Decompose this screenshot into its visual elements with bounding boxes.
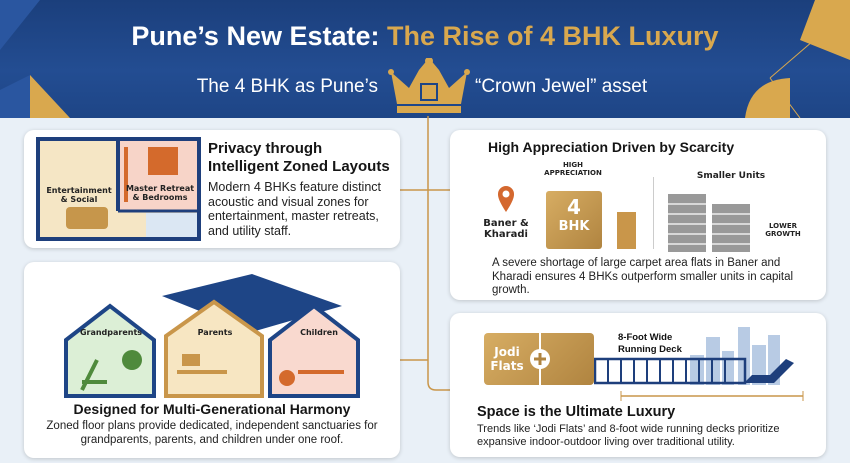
- privacy-title: Privacy through Intelligent Zoned Layouts: [208, 140, 396, 176]
- subtitle-left: The 4 BHK as Pune’s: [196, 76, 378, 97]
- block-number: 4: [567, 195, 581, 219]
- privacy-title-line2: Intelligent Zoned Layouts: [208, 158, 390, 175]
- divider: [653, 177, 654, 249]
- title-white: Pune’s New Estate:: [131, 21, 380, 51]
- privacy-title-line1: Privacy through: [208, 140, 323, 157]
- lower-growth-label: LOWER GROWTH: [765, 222, 801, 238]
- plus-icon: [530, 349, 550, 369]
- header-banner: Pune’s New Estate: The Rise of 4 BHK Lux…: [0, 0, 850, 118]
- multigen-card: Grandparents Parents Children Designed f…: [24, 262, 400, 458]
- space-card: Jodi Flats 8-Foot Wide Running Deck Spac…: [450, 313, 826, 457]
- crown-icon: [388, 58, 470, 113]
- space-body: Trends like ‘Jodi Flats’ and 8-foot wide…: [477, 423, 780, 448]
- jodi-flats-label: Jodi Flats: [490, 345, 524, 373]
- zone-master: Master Retreat & Bedrooms: [125, 184, 195, 202]
- floor-plan-illustration: [36, 137, 201, 241]
- space-text: Space is the Ultimate Luxury Trends like…: [477, 404, 819, 448]
- small-bar: [617, 212, 636, 249]
- 4bhk-block: 4 BHK: [546, 191, 602, 249]
- width-measure-line: [620, 391, 804, 401]
- multigen-body: Zoned floor plans provide dedicated, ind…: [46, 420, 378, 446]
- stacked-units-icon: [668, 194, 750, 252]
- houses-illustration: [64, 274, 360, 398]
- deck-label: 8-Foot Wide Running Deck: [618, 332, 682, 355]
- privacy-body: Modern 4 BHKs feature distinct acoustic …: [208, 180, 381, 238]
- page-title: Pune’s New Estate: The Rise of 4 BHK Lux…: [0, 20, 850, 52]
- scarcity-body: A severe shortage of large carpet area f…: [492, 257, 794, 296]
- privacy-card: Entertainment & Social Master Retreat & …: [24, 130, 400, 248]
- location-label: Baner & Kharadi: [483, 218, 529, 240]
- decorative-shapes: [0, 0, 850, 118]
- title-gold: The Rise of 4 BHK Luxury: [387, 21, 719, 51]
- block-unit: BHK: [558, 219, 590, 234]
- high-appreciation-label: HIGH APPRECIATION: [544, 161, 602, 177]
- privacy-text: Privacy through Intelligent Zoned Layouts…: [208, 140, 396, 238]
- scarcity-title: High Appreciation Driven by Scarcity: [488, 139, 735, 155]
- house-label-children: Children: [300, 328, 338, 337]
- space-title: Space is the Ultimate Luxury: [477, 404, 676, 420]
- scarcity-card: High Appreciation Driven by Scarcity Ban…: [450, 130, 826, 300]
- zone-entertainment: Entertainment & Social: [46, 186, 112, 204]
- running-deck-illustration: [594, 357, 794, 385]
- location-pin-icon: [498, 186, 514, 212]
- smaller-units-label: Smaller Units: [696, 171, 766, 181]
- subtitle-right: “Crown Jewel” asset: [475, 76, 648, 97]
- house-label-parents: Parents: [197, 328, 233, 337]
- multigen-text: Designed for Multi-Generational Harmony …: [34, 401, 390, 447]
- house-label-grandparents: Grandparents: [79, 328, 143, 337]
- multigen-title: Designed for Multi-Generational Harmony: [73, 401, 351, 417]
